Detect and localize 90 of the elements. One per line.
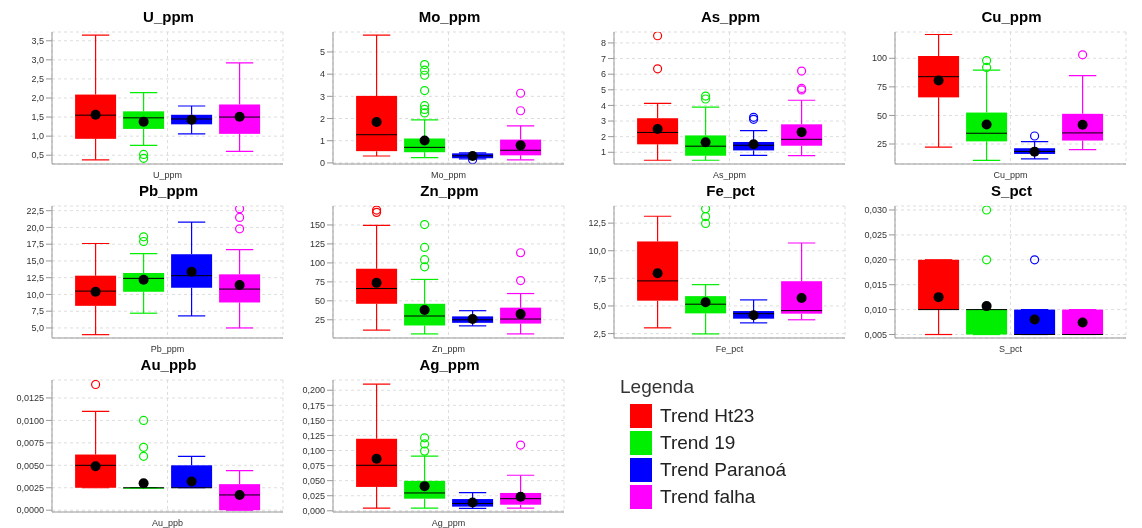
y-tick-label: 3,0 xyxy=(31,55,44,66)
y-tick-label: 2 xyxy=(600,131,606,142)
y-tick-label: 0,020 xyxy=(864,254,887,265)
legend-title: Legenda xyxy=(620,376,695,398)
chart-title: As_ppm xyxy=(699,8,762,27)
x-axis-title: Au_ppb xyxy=(151,518,184,528)
y-tick-label: 0,0025 xyxy=(16,482,44,493)
x-axis-title: Fe_pct xyxy=(715,344,744,354)
chart-title: Ag_ppm xyxy=(418,356,481,375)
y-tick-label: 12,5 xyxy=(26,272,44,283)
y-tick-label: 150 xyxy=(309,220,325,231)
chart-title: S_pct xyxy=(990,182,1033,201)
y-tick-label: 0,100 xyxy=(302,445,325,456)
y-tick-label: 1 xyxy=(319,135,325,146)
y-tick-label: 0,5 xyxy=(31,150,44,161)
y-tick-label: 5 xyxy=(600,84,606,95)
y-tick-label: 1,5 xyxy=(31,112,44,123)
x-axis-title: As_ppm xyxy=(712,170,747,180)
chart-title: Cu_ppm xyxy=(980,8,1043,27)
y-tick-label: 22,5 xyxy=(26,205,44,216)
y-tick-label: 0,0100 xyxy=(16,415,44,426)
y-tick-label: 12,5 xyxy=(588,218,606,229)
y-tick-label: 2 xyxy=(319,113,325,124)
y-tick-label: 1 xyxy=(600,147,606,158)
y-tick-label: 3,5 xyxy=(31,35,44,46)
y-tick-label: 7,5 xyxy=(31,306,44,317)
y-tick-label: 0,005 xyxy=(864,329,887,340)
y-tick-label: 0,125 xyxy=(302,430,325,441)
y-tick-label: 0,015 xyxy=(864,279,887,290)
chart-title: U_ppm xyxy=(142,8,195,27)
y-tick-label: 10,0 xyxy=(26,289,44,300)
y-tick-label: 2,5 xyxy=(593,328,606,339)
y-tick-label: 15,0 xyxy=(26,256,44,267)
y-tick-label: 4 xyxy=(600,100,606,111)
y-tick-label: 0,0000 xyxy=(16,505,44,516)
y-tick-label: 75 xyxy=(314,277,325,288)
y-tick-label: 100 xyxy=(871,53,887,64)
y-tick-label: 0,025 xyxy=(864,230,887,241)
y-tick-label: 75 xyxy=(876,82,887,93)
x-axis-title: Mo_ppm xyxy=(430,170,467,180)
y-tick-label: 5,0 xyxy=(593,301,606,312)
y-tick-label: 0,0125 xyxy=(16,393,44,404)
y-tick-label: 20,0 xyxy=(26,222,44,233)
y-tick-label: 0,030 xyxy=(864,205,887,216)
y-tick-label: 25 xyxy=(876,139,887,150)
x-axis-title: Pb_ppm xyxy=(150,344,185,354)
y-tick-label: 1,0 xyxy=(31,131,44,142)
y-tick-label: 3 xyxy=(319,91,325,102)
y-tick-label: 8 xyxy=(600,38,606,49)
y-tick-label: 7,5 xyxy=(593,273,606,284)
y-tick-label: 0,175 xyxy=(302,400,325,411)
y-tick-label: 6 xyxy=(600,69,606,80)
y-tick-label: 0,050 xyxy=(302,475,325,486)
x-axis-title: U_ppm xyxy=(152,170,183,180)
y-tick-label: 25 xyxy=(314,314,325,325)
y-tick-label: 0,0075 xyxy=(16,438,44,449)
y-tick-label: 17,5 xyxy=(26,239,44,250)
x-axis-title: Zn_ppm xyxy=(431,344,466,354)
x-axis-title: S_pct xyxy=(998,344,1023,354)
chart-title: Zn_ppm xyxy=(419,182,480,201)
legend-label: Trend falha xyxy=(660,486,756,508)
y-tick-label: 3 xyxy=(600,116,606,127)
y-tick-label: 100 xyxy=(309,258,325,269)
y-tick-label: 10,0 xyxy=(588,245,606,256)
chart-title: Pb_ppm xyxy=(137,182,200,201)
legend-label: Trend Paranoá xyxy=(660,459,787,481)
x-axis-title: Ag_ppm xyxy=(431,518,466,528)
y-tick-label: 0,010 xyxy=(864,304,887,315)
y-tick-label: 7 xyxy=(600,53,606,64)
y-tick-label: 5,0 xyxy=(31,323,44,334)
y-tick-label: 0,025 xyxy=(302,490,325,501)
y-tick-label: 2,5 xyxy=(31,74,44,85)
y-tick-label: 0 xyxy=(319,158,325,169)
y-tick-label: 50 xyxy=(876,110,887,121)
y-tick-label: 2,0 xyxy=(31,93,44,104)
y-tick-label: 0,0050 xyxy=(16,460,44,471)
y-tick-label: 0,000 xyxy=(302,505,325,516)
y-tick-label: 0,075 xyxy=(302,460,325,471)
y-tick-label: 50 xyxy=(314,296,325,307)
y-tick-label: 4 xyxy=(319,69,325,80)
y-tick-label: 0,150 xyxy=(302,415,325,426)
y-tick-label: 125 xyxy=(309,239,325,250)
chart-title: Fe_pct xyxy=(705,182,756,201)
chart-title: Mo_ppm xyxy=(417,8,482,27)
legend-label: Trend Ht23 xyxy=(660,405,755,427)
x-axis-title: Cu_ppm xyxy=(993,170,1028,180)
chart-title: Au_ppb xyxy=(139,356,198,375)
y-tick-label: 0,200 xyxy=(302,385,325,396)
y-tick-label: 5 xyxy=(319,47,325,58)
legend-label: Trend 19 xyxy=(660,432,736,454)
